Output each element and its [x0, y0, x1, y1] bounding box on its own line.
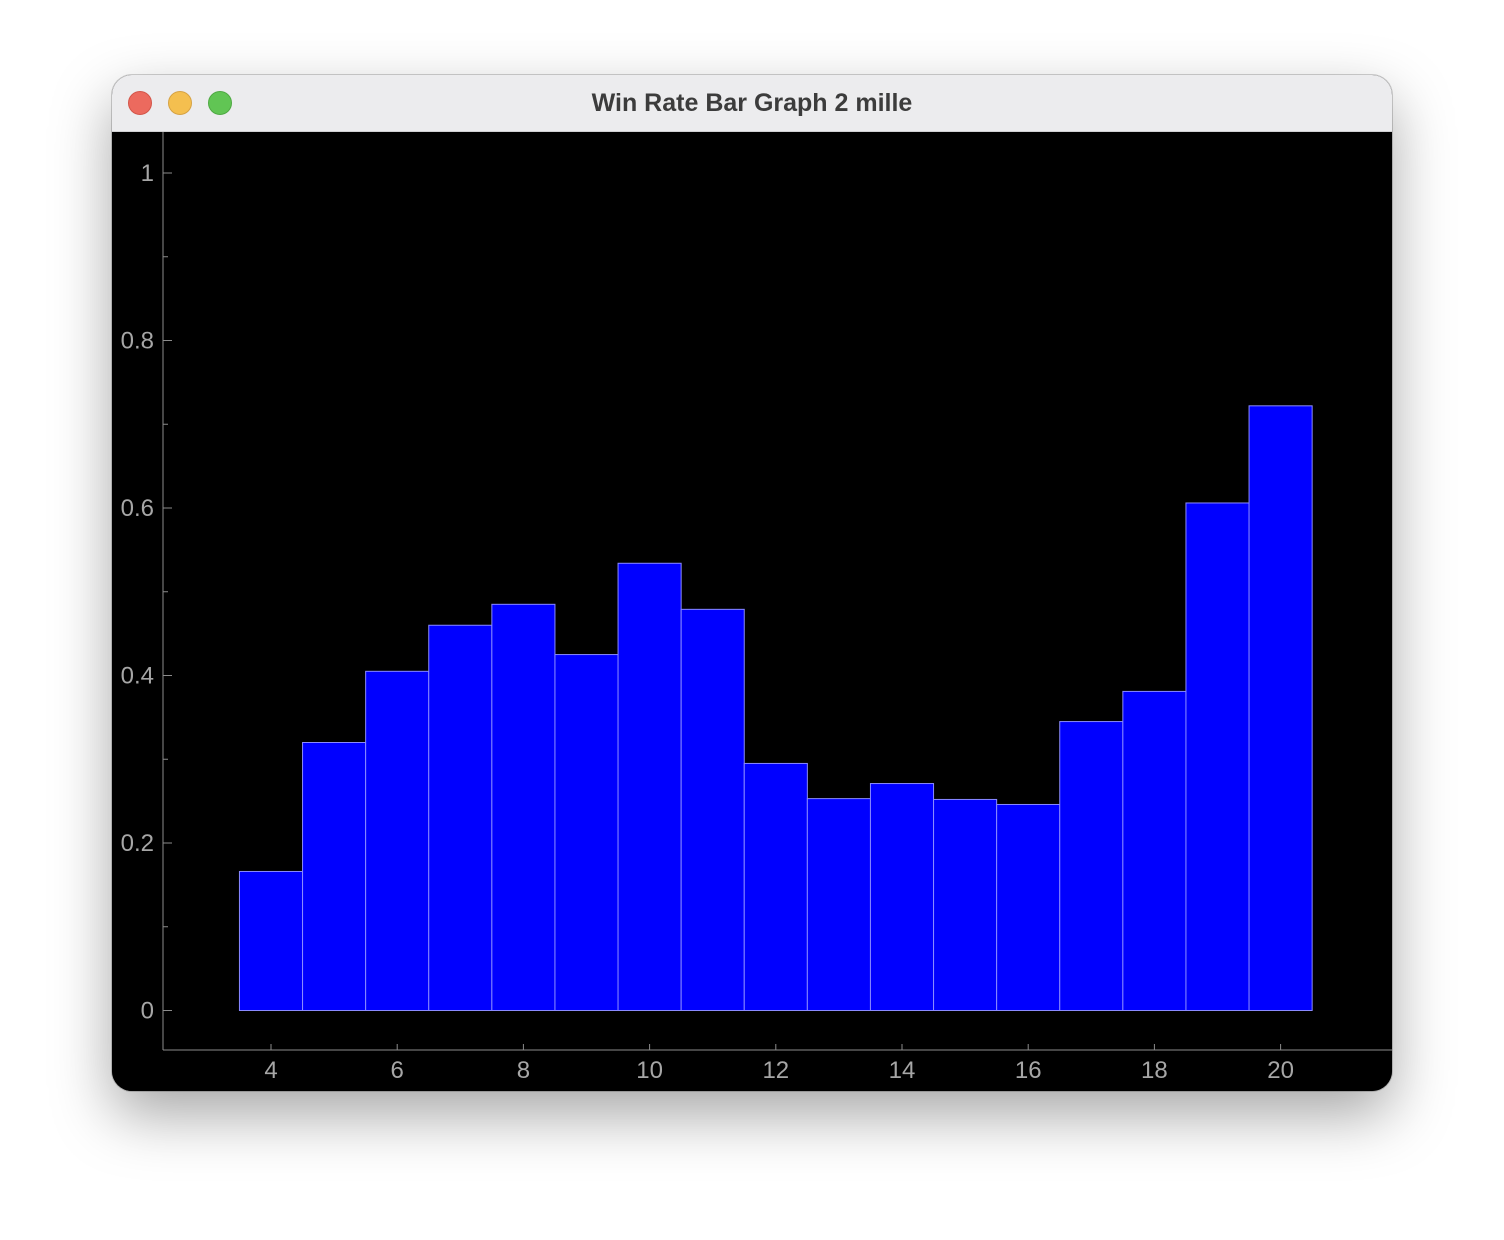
x-tick-label: 18 — [1141, 1057, 1168, 1084]
x-tick-label: 14 — [889, 1057, 916, 1084]
bar-chart: 00.20.40.60.814 6 8 10 12 14 16 18 20 — [121, 132, 1392, 1084]
bar-20 — [1248, 405, 1313, 1011]
bar-13 — [806, 798, 871, 1011]
y-tick-label: 0 — [141, 998, 154, 1025]
bar-6 — [365, 670, 430, 1011]
window-title: Win Rate Bar Graph 2 mille — [591, 89, 913, 117]
bar-7 — [428, 624, 493, 1011]
minimize-button[interactable] — [168, 91, 192, 115]
x-tick-label: 10 — [636, 1057, 663, 1084]
y-tick-label: 0.2 — [121, 830, 154, 857]
bar-8 — [491, 603, 556, 1011]
x-tick-label: 20 — [1267, 1057, 1294, 1084]
bar-15 — [933, 798, 998, 1012]
bar-12 — [743, 762, 808, 1011]
y-tick-label: 0.4 — [121, 663, 154, 690]
x-tick-label: 6 — [391, 1057, 404, 1084]
bar-16 — [996, 803, 1061, 1011]
bar-14 — [869, 783, 935, 1011]
zoom-button[interactable] — [208, 91, 232, 115]
bars-group — [238, 405, 1313, 1012]
y-tick-label: 0.6 — [121, 495, 154, 522]
axes-group: 00.20.40.60.814 6 8 10 12 14 16 18 20 — [121, 132, 1392, 1084]
x-tick-label: 8 — [517, 1057, 530, 1084]
plot-area: 0 0.2 0.4 0.6 0.8 1 4 6 8 10 12 14 16 18 20 — [112, 132, 1392, 1091]
bar-11 — [680, 608, 745, 1011]
bar-18 — [1122, 690, 1187, 1011]
bar-10 — [617, 562, 682, 1011]
x-tick-label: 12 — [762, 1057, 789, 1084]
bar-9 — [554, 654, 619, 1011]
bar-17 — [1059, 721, 1124, 1011]
bar-4 — [238, 870, 304, 1011]
x-tick-label: 16 — [1015, 1057, 1042, 1084]
bar-5 — [302, 742, 367, 1011]
bar-19 — [1185, 502, 1250, 1011]
close-button[interactable] — [128, 91, 152, 115]
x-tick-label: 4 — [264, 1057, 277, 1084]
y-tick-label: 1 — [141, 160, 154, 187]
chart-window: Win Rate Bar Graph 2 mille 0 0.2 0.4 0.6 0.8… — [112, 75, 1392, 1091]
title-bar[interactable]: Win Rate Bar Graph 2 mille — [112, 75, 1392, 132]
y-tick-label: 0.8 — [121, 328, 154, 355]
